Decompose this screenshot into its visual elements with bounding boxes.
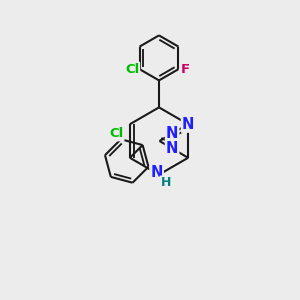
Text: N: N xyxy=(166,141,178,156)
Text: Cl: Cl xyxy=(109,127,124,140)
Text: H: H xyxy=(160,176,171,190)
Text: N: N xyxy=(150,165,163,180)
Text: Cl: Cl xyxy=(125,63,139,76)
Text: N: N xyxy=(166,126,178,141)
Text: N: N xyxy=(182,117,194,132)
Text: F: F xyxy=(181,63,190,76)
